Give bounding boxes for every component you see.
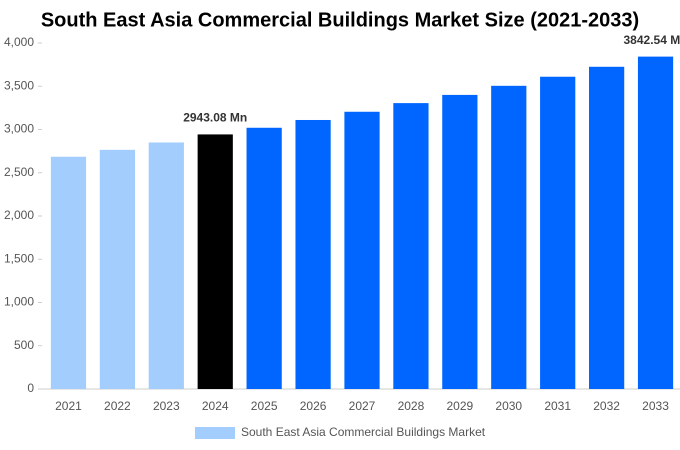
x-tick-label: 2026 (300, 399, 327, 413)
y-tick-label: 2,000 (4, 208, 34, 222)
y-tick-label: 1,000 (4, 295, 34, 309)
chart-title: South East Asia Commercial Buildings Mar… (41, 9, 639, 31)
x-tick-label: 2030 (495, 399, 522, 413)
y-tick-label: 3,000 (4, 122, 34, 136)
bar (442, 94, 478, 390)
y-tick-label: 1,500 (4, 251, 34, 265)
legend-swatch (195, 427, 235, 439)
bar (491, 85, 527, 389)
bar (50, 156, 87, 389)
bar (99, 149, 135, 389)
bar (197, 134, 233, 389)
x-tick-label: 2023 (153, 399, 180, 413)
bar (540, 76, 576, 390)
bar (637, 56, 674, 389)
legend-label: South East Asia Commercial Buildings Mar… (241, 425, 486, 439)
x-tick-label: 2032 (593, 399, 620, 413)
y-tick-label: 500 (14, 338, 34, 352)
bar (246, 127, 282, 390)
bar (148, 142, 184, 389)
data-label: 3842.54 Mn (624, 33, 680, 47)
x-tick-label: 2031 (544, 399, 571, 413)
x-tick-label: 2033 (642, 399, 669, 413)
x-tick-label: 2021 (55, 399, 82, 413)
y-tick-label: 3,500 (4, 78, 34, 92)
x-tick-label: 2028 (398, 399, 425, 413)
y-tick-label: 2,500 (4, 165, 34, 179)
x-tick-label: 2027 (349, 399, 376, 413)
x-tick-label: 2022 (104, 399, 131, 413)
bar (344, 111, 380, 389)
x-tick-label: 2025 (251, 399, 278, 413)
data-label: 2943.08 Mn (183, 111, 247, 125)
x-tick-label: 2029 (446, 399, 473, 413)
bar (393, 103, 429, 390)
x-tick-label: 2024 (202, 399, 229, 413)
y-tick-label: 0 (27, 381, 34, 395)
bar (589, 66, 625, 389)
bar (295, 119, 331, 390)
y-tick-label: 4,000 (4, 35, 34, 49)
